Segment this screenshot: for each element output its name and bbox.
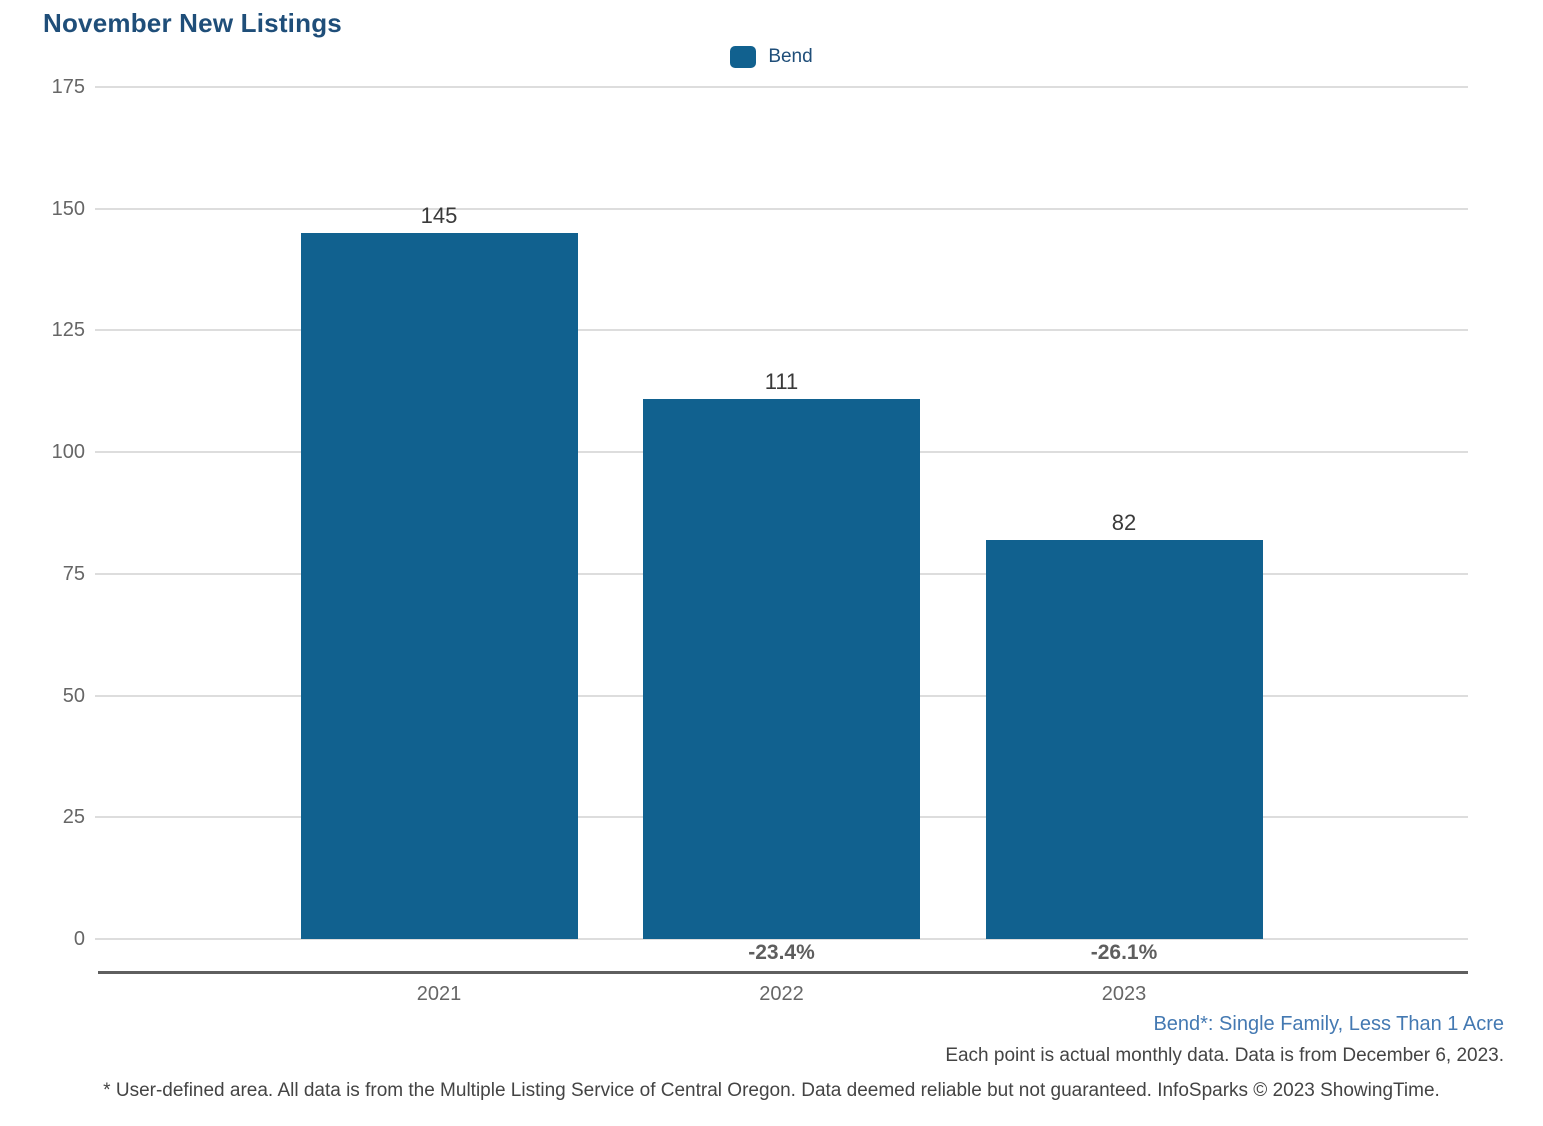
gridline-125: [95, 329, 1468, 332]
y-axis-tick-label-125: 125: [51, 319, 85, 342]
x-axis-line: [98, 971, 1468, 974]
y-axis-tick-label-150: 150: [51, 197, 85, 220]
bar-2021[interactable]: [300, 233, 578, 939]
y-axis-tick-label-175: 175: [51, 76, 85, 98]
y-axis-tick-label-50: 50: [62, 684, 85, 707]
bar-2023[interactable]: [985, 539, 1263, 939]
y-axis-tick-label-0: 0: [73, 928, 85, 950]
x-axis-tick-label-2021: 2021: [416, 983, 462, 1005]
area-definition-note: Bend*: Single Family, Less Than 1 Acre: [1153, 1013, 1504, 1035]
bar-value-label-2022: 111: [764, 368, 799, 394]
bar-value-label-2021: 145: [420, 203, 458, 229]
bar-2022[interactable]: [643, 398, 920, 939]
pct-change-label-2023: -26.1%: [1090, 941, 1158, 964]
y-axis-tick-label-75: 75: [62, 562, 85, 585]
chart-title: November New Listings: [43, 8, 342, 38]
gridline-175: [95, 86, 1468, 88]
y-axis-tick-label-25: 25: [62, 806, 85, 829]
x-axis-tick-label-2022: 2022: [759, 983, 804, 1005]
bar-value-label-2023: 82: [1111, 509, 1137, 535]
legend-swatch-icon: [730, 46, 757, 68]
legend-item-bend[interactable]: Bend: [0, 46, 1543, 68]
x-axis-tick-label-2023: 2023: [1101, 983, 1147, 1005]
legend-label: Bend: [768, 46, 813, 67]
pct-change-label-2022: -23.4%: [748, 941, 815, 964]
disclaimer-note: * User-defined area. All data is from th…: [103, 1080, 1440, 1101]
gridline-0: [95, 938, 1468, 940]
gridline-150: [95, 207, 1468, 210]
data-source-note: Each point is actual monthly data. Data …: [945, 1045, 1504, 1066]
y-axis-tick-label-100: 100: [51, 441, 85, 464]
